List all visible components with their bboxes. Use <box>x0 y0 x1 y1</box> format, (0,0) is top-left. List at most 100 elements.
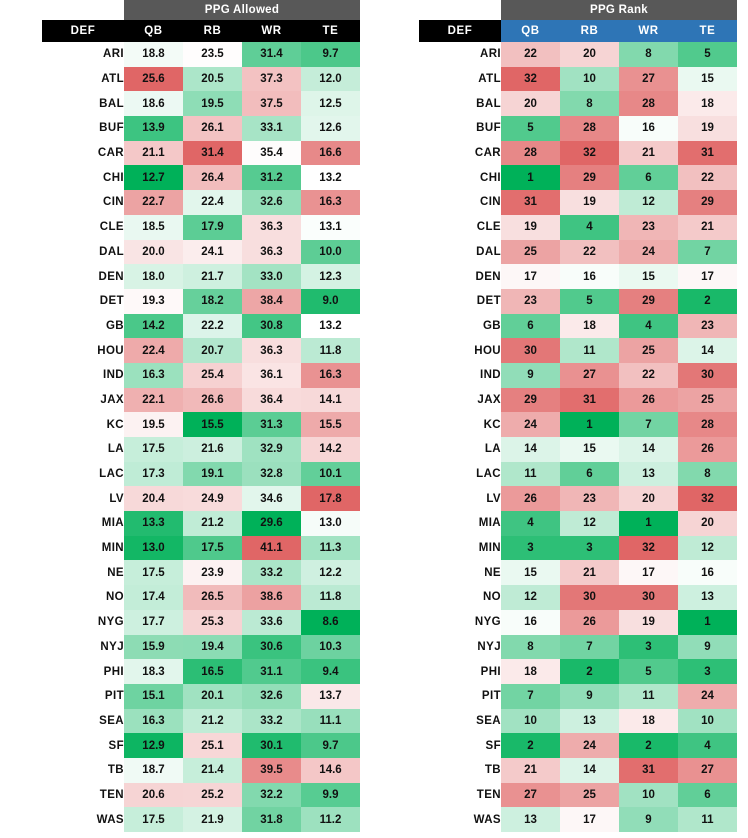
team-label[interactable]: LA <box>419 437 501 462</box>
team-label[interactable]: NYJ <box>419 634 501 660</box>
team-label[interactable]: TB <box>42 757 124 783</box>
team-label[interactable]: BAL <box>419 91 501 117</box>
team-label[interactable]: MIN <box>419 535 501 561</box>
team-label[interactable]: HOU <box>42 338 124 363</box>
team-label[interactable]: GB <box>419 313 501 339</box>
team-label[interactable]: IND <box>42 362 124 388</box>
team-label[interactable]: TEN <box>42 782 124 808</box>
team-label[interactable]: KC <box>419 412 501 437</box>
col-header-def[interactable]: DEF <box>42 20 124 42</box>
heatmap-cell: 8 <box>619 42 678 67</box>
team-label[interactable]: SEA <box>42 708 124 734</box>
team-label[interactable]: BUF <box>42 116 124 141</box>
heatmap-cell: 16 <box>619 116 678 141</box>
team-label[interactable]: NYG <box>42 609 124 635</box>
heatmap-cell: 18 <box>678 91 737 117</box>
team-label[interactable]: NO <box>42 585 124 610</box>
team-label[interactable]: CAR <box>42 140 124 166</box>
team-label[interactable]: DEN <box>419 264 501 289</box>
col-header-rb[interactable]: RB <box>560 20 619 42</box>
heatmap-cell: 8 <box>501 634 560 660</box>
team-label[interactable]: PIT <box>42 683 124 709</box>
team-label[interactable]: DAL <box>419 239 501 265</box>
team-label[interactable]: BAL <box>42 91 124 117</box>
team-label[interactable]: DET <box>419 288 501 314</box>
team-label[interactable]: LAC <box>419 461 501 487</box>
heatmap-cell: 31.2 <box>242 165 301 191</box>
table-row: WAS 13 17 9 11 <box>419 807 737 832</box>
team-label[interactable]: PHI <box>42 659 124 684</box>
table-row: DEN 18.0 21.7 33.0 12.3 <box>42 264 360 289</box>
team-label[interactable]: ATL <box>42 66 124 92</box>
team-label[interactable]: NYG <box>419 609 501 635</box>
col-header-qb[interactable]: QB <box>124 20 183 42</box>
team-label[interactable]: MIN <box>42 535 124 561</box>
col-header-def[interactable]: DEF <box>419 20 501 42</box>
team-label[interactable]: SF <box>419 733 501 758</box>
team-label[interactable]: GB <box>42 313 124 339</box>
team-label[interactable]: ARI <box>419 42 501 67</box>
team-label[interactable]: KC <box>42 412 124 437</box>
team-label[interactable]: ATL <box>419 66 501 92</box>
team-label[interactable]: CIN <box>419 190 501 215</box>
team-label[interactable]: LV <box>42 486 124 512</box>
col-header-rb[interactable]: RB <box>183 20 242 42</box>
heatmap-cell: 28 <box>501 140 560 166</box>
team-label[interactable]: CHI <box>42 165 124 191</box>
heatmap-cell: 11.8 <box>301 585 360 610</box>
table-row: LAC 11 6 13 8 <box>419 461 737 487</box>
team-label[interactable]: MIA <box>42 511 124 536</box>
col-header-qb[interactable]: QB <box>501 20 560 42</box>
team-label[interactable]: DEN <box>42 264 124 289</box>
team-label[interactable]: JAX <box>419 387 501 413</box>
team-label[interactable]: NE <box>419 560 501 586</box>
team-label[interactable]: SF <box>42 733 124 758</box>
team-label[interactable]: DAL <box>42 239 124 265</box>
heatmap-cell: 30 <box>619 585 678 610</box>
col-header-wr[interactable]: WR <box>242 20 301 42</box>
heatmap-cell: 16.3 <box>124 708 183 734</box>
col-header-wr[interactable]: WR <box>619 20 678 42</box>
team-label[interactable]: HOU <box>419 338 501 363</box>
table-row: KC 19.5 15.5 31.3 15.5 <box>42 412 360 437</box>
team-label[interactable]: NO <box>419 585 501 610</box>
team-label[interactable]: NE <box>42 560 124 586</box>
heatmap-cell: 9 <box>560 683 619 709</box>
table-row: SEA 10 13 18 10 <box>419 708 737 734</box>
team-label[interactable]: IND <box>419 362 501 388</box>
heatmap-cell: 26.1 <box>183 116 242 141</box>
team-label[interactable]: PIT <box>419 683 501 709</box>
team-label[interactable]: CLE <box>419 214 501 240</box>
team-label[interactable]: MIA <box>419 511 501 536</box>
team-label[interactable]: ARI <box>42 42 124 67</box>
heatmap-cell: 35.4 <box>242 140 301 166</box>
team-label[interactable]: CHI <box>419 165 501 191</box>
table-row: CIN 31 19 12 29 <box>419 190 737 215</box>
team-label[interactable]: LA <box>42 437 124 462</box>
heatmap-cell: 33.2 <box>242 708 301 734</box>
team-label[interactable]: WAS <box>42 807 124 832</box>
team-label[interactable]: WAS <box>419 807 501 832</box>
col-header-te[interactable]: TE <box>678 20 737 42</box>
heatmap-cell: 9.9 <box>301 782 360 808</box>
team-label[interactable]: CIN <box>42 190 124 215</box>
heatmap-cell: 21 <box>501 757 560 783</box>
heatmap-cell: 32 <box>501 66 560 92</box>
team-label[interactable]: JAX <box>42 387 124 413</box>
team-label[interactable]: TB <box>419 757 501 783</box>
heatmap-cell: 23.9 <box>183 560 242 586</box>
team-label[interactable]: BUF <box>419 116 501 141</box>
team-label[interactable]: DET <box>42 288 124 314</box>
team-label[interactable]: LV <box>419 486 501 512</box>
heatmap-cell: 20.7 <box>183 338 242 363</box>
heatmap-cell: 19 <box>501 214 560 240</box>
col-header-te[interactable]: TE <box>301 20 360 42</box>
team-label[interactable]: NYJ <box>42 634 124 660</box>
team-label[interactable]: SEA <box>419 708 501 734</box>
table-row: CIN 22.7 22.4 32.6 16.3 <box>42 190 360 215</box>
team-label[interactable]: TEN <box>419 782 501 808</box>
team-label[interactable]: LAC <box>42 461 124 487</box>
team-label[interactable]: PHI <box>419 659 501 684</box>
team-label[interactable]: CAR <box>419 140 501 166</box>
team-label[interactable]: CLE <box>42 214 124 240</box>
